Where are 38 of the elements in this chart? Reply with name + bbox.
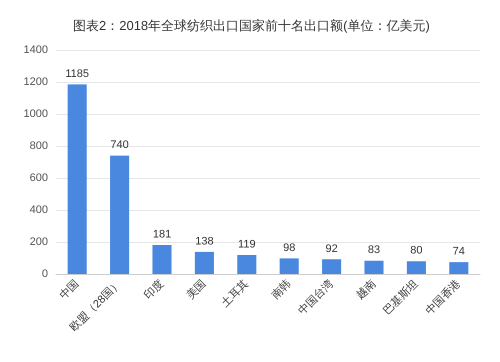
data-label: 80 — [410, 244, 423, 257]
y-tick-label: 600 — [30, 172, 48, 184]
data-label: 83 — [368, 244, 380, 256]
bar — [237, 254, 256, 274]
y-tick-label: 800 — [30, 140, 48, 152]
data-label: 1185 — [65, 68, 90, 80]
data-label: 119 — [238, 238, 256, 250]
bar — [152, 245, 172, 274]
bar — [280, 258, 299, 274]
y-tick-label: 0 — [42, 268, 48, 280]
bar — [68, 84, 87, 274]
x-tick-label: 越南 — [353, 277, 378, 302]
data-label: 98 — [283, 242, 296, 254]
bar — [110, 156, 130, 274]
x-tick-label: 南韩 — [268, 277, 294, 302]
data-label: 74 — [452, 246, 465, 258]
x-tick-label: 中国香港 — [422, 277, 464, 318]
data-label: 181 — [152, 228, 172, 241]
x-tick-label: 美国 — [184, 277, 209, 302]
x-tick-label: 土耳其 — [218, 277, 252, 310]
bar — [194, 252, 214, 274]
data-label: 138 — [195, 235, 214, 248]
data-label: 740 — [110, 139, 129, 152]
bar — [364, 260, 384, 274]
data-label: 92 — [325, 242, 338, 255]
bar — [406, 261, 426, 274]
chart-title: 图表2：2018年全球纺织出口国家前十名出口额(单位：亿美元) — [73, 18, 430, 33]
y-tick-label: 400 — [30, 204, 48, 216]
bar — [322, 259, 342, 274]
x-tick-label: 中国台湾 — [296, 277, 336, 318]
bar — [449, 262, 468, 274]
y-tick-label: 1000 — [24, 108, 48, 120]
x-tick-label: 印度 — [141, 277, 166, 302]
x-tick-label: 巴基斯坦 — [380, 277, 421, 318]
y-tick-label: 200 — [30, 236, 48, 248]
y-tick-label: 1200 — [24, 76, 48, 88]
y-tick-label: 1400 — [24, 44, 48, 56]
x-tick-label: 中国 — [56, 277, 82, 302]
